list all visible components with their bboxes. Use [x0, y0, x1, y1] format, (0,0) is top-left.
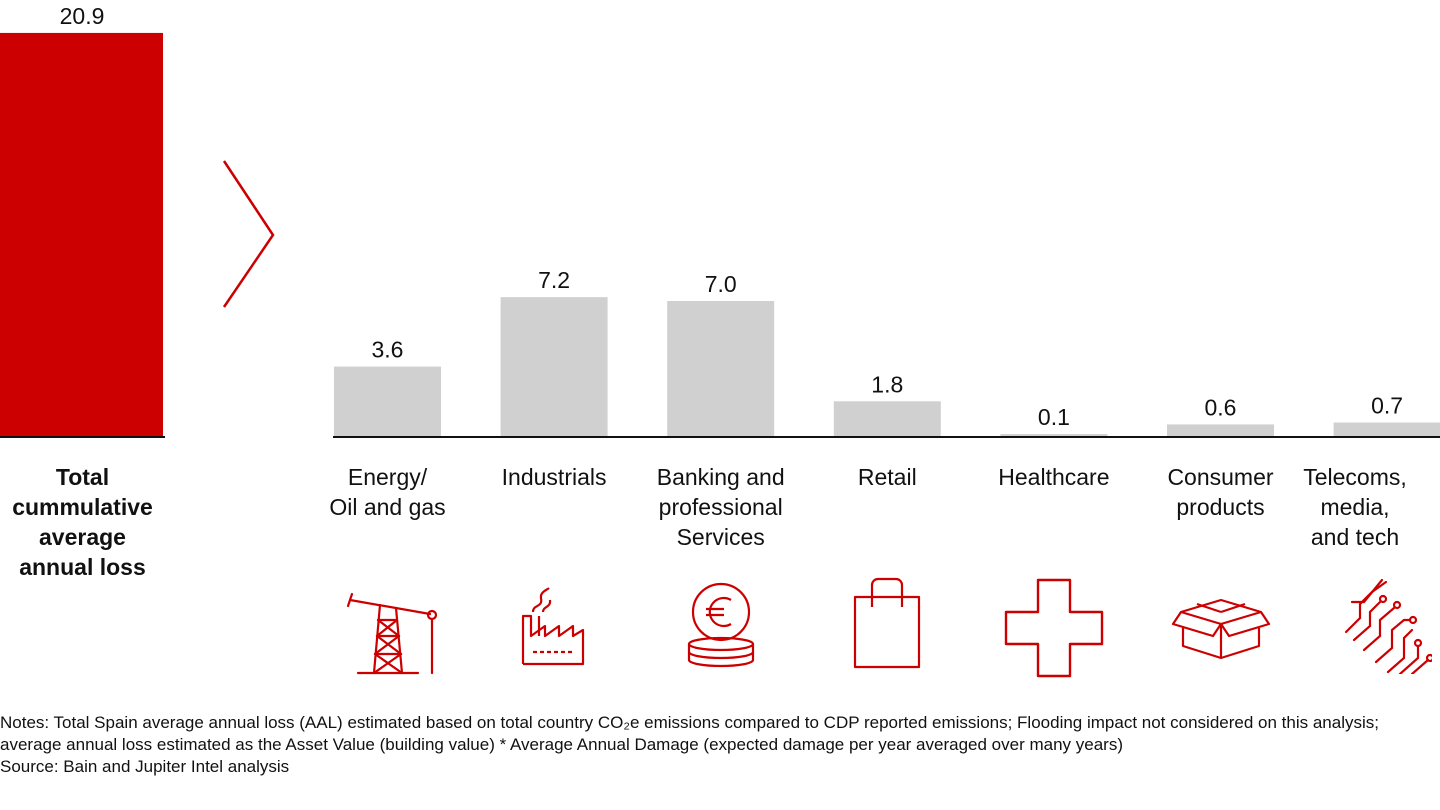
bar	[667, 301, 775, 436]
source-text: Source: Bain and Jupiter Intel analysis	[0, 757, 290, 776]
total-bar	[0, 32, 163, 437]
category-label: Retail	[857, 464, 917, 490]
open-box-icon	[1171, 590, 1271, 665]
category-label: Banking and professional Services	[656, 464, 785, 550]
medical-cross-icon	[1004, 578, 1104, 683]
bar-value-label: 0.1	[1038, 404, 1070, 430]
chart: 20.9 3.6 7.2 7.0 1.8 0.1 0.6 0.7	[0, 3, 1440, 438]
bar-value-label: 0.7	[1371, 393, 1403, 419]
shopping-bag-icon	[852, 575, 922, 675]
bar	[334, 366, 441, 436]
bar	[500, 297, 608, 436]
bar-value-label: 1.8	[871, 371, 903, 397]
category-label: Energy/ Oil and gas	[329, 464, 446, 520]
bar	[833, 401, 941, 436]
bar-value-label: 0.6	[1205, 394, 1237, 420]
notes-text: Notes: Total Spain average annual loss (…	[0, 713, 1379, 754]
bar-value-label: 7.2	[538, 267, 570, 293]
total-value-label: 20.9	[60, 3, 105, 29]
category-label: Healthcare	[998, 464, 1110, 490]
category-label: Industrials	[501, 464, 607, 490]
chevron-arrow	[222, 160, 275, 308]
circuit-icon	[1342, 574, 1435, 679]
bar	[1333, 422, 1440, 436]
category-label: Consumer products	[1167, 464, 1274, 520]
oil-pumpjack-icon	[338, 578, 438, 683]
category-label: Telecoms, media, and tech	[1303, 464, 1407, 550]
total-label: Total cummulative average annual loss	[12, 464, 153, 580]
euro-coins-icon	[686, 582, 756, 677]
notes: Notes: Total Spain average annual loss (…	[0, 712, 1440, 778]
bar	[1000, 434, 1108, 436]
bar-value-label: 3.6	[372, 337, 404, 363]
bar-value-label: 7.0	[705, 271, 737, 297]
factory-icon	[519, 586, 589, 671]
bar	[1167, 424, 1274, 436]
